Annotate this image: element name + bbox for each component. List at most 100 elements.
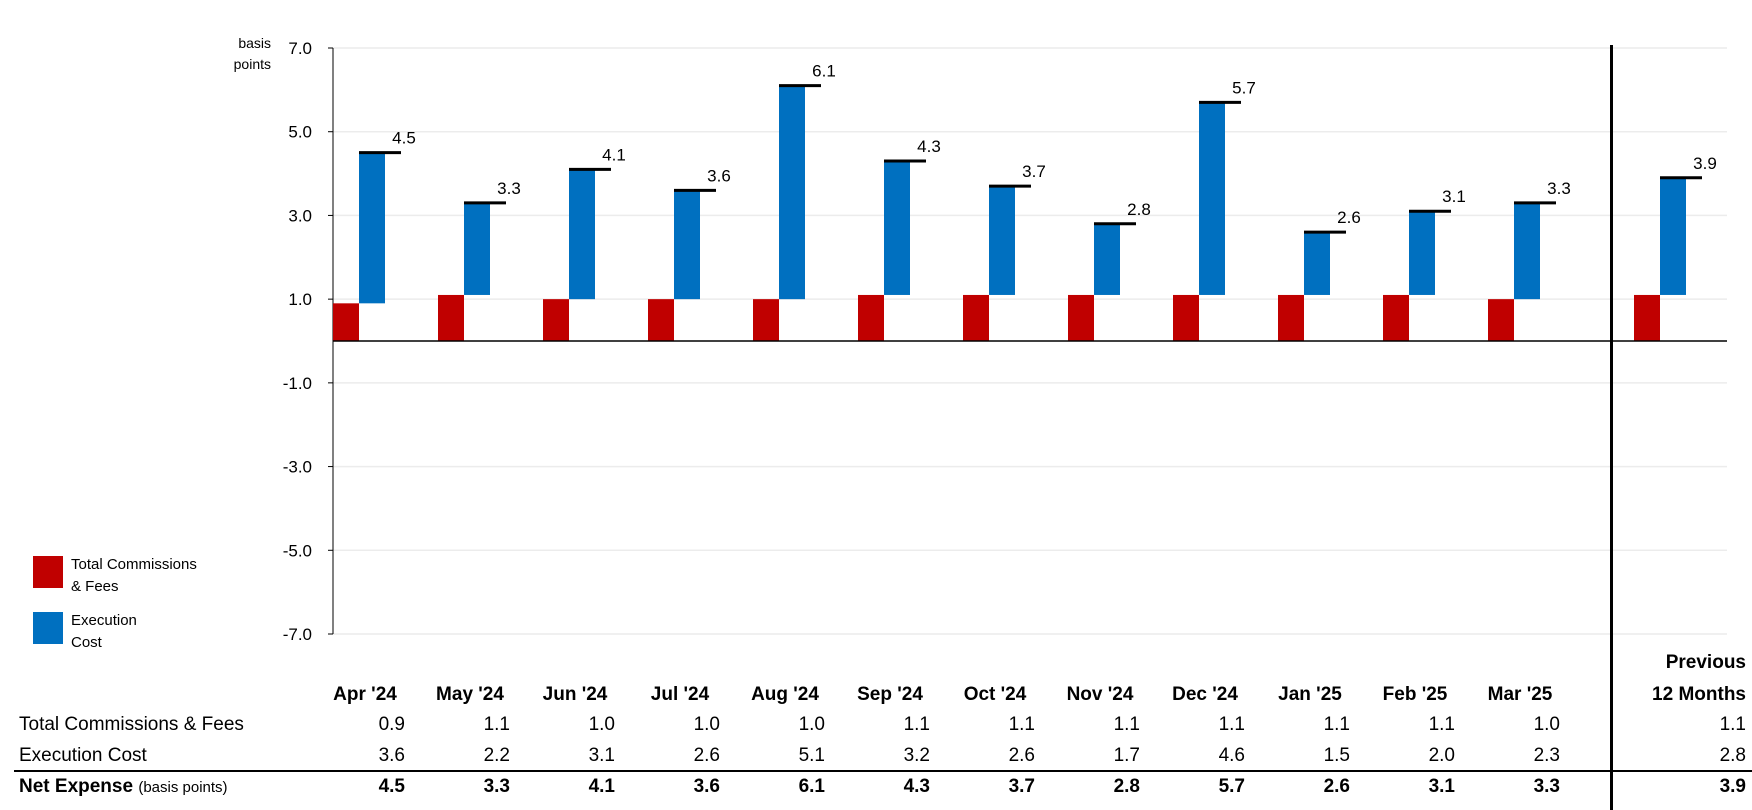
table-cell: 1.1 (1008, 714, 1035, 735)
net-expense-note: (basis points) (138, 779, 228, 796)
table-cell: 2.6 (693, 745, 720, 766)
legend-execution-line1: Execution (71, 612, 137, 629)
execution-bar (1514, 202, 1540, 300)
table-cell: 3.1 (588, 745, 615, 766)
net-value-label: 4.5 (392, 129, 416, 148)
commissions-bar (1488, 299, 1514, 341)
commissions-swatch (33, 556, 63, 588)
legend-label-execution: Execution Cost (71, 610, 251, 654)
table-cell: 4.6 (1218, 745, 1245, 766)
execution-bar (569, 169, 595, 300)
table-cell: 0.9 (378, 714, 405, 735)
net-value-label: 4.3 (917, 137, 941, 156)
table-cell: 1.1 (1113, 714, 1140, 735)
net-expense-cell: 3.7 (1008, 776, 1035, 797)
table-cell: 1.7 (1113, 745, 1140, 766)
execution-bar (1304, 232, 1330, 295)
y-tick-label: 1.0 (288, 290, 312, 309)
y-tick-label: -7.0 (283, 625, 312, 644)
net-value-label: 3.7 (1022, 162, 1046, 181)
commissions-bar (1383, 294, 1409, 341)
column-header: Jun '24 (542, 684, 608, 705)
execution-bar (779, 85, 805, 300)
commissions-bar (1634, 294, 1660, 341)
summary-divider (1610, 45, 1613, 810)
net-expense-cell: 3.9 (1719, 776, 1746, 797)
table-cell: 1.1 (1218, 714, 1245, 735)
execution-bar (1199, 102, 1225, 295)
net-expense-cell: 3.3 (1533, 776, 1560, 797)
commissions-bar (333, 303, 359, 341)
y-unit-line1: basis (238, 35, 271, 51)
column-header: Sep '24 (857, 684, 923, 705)
bars: 4.5 3.3 4.1 3.6 6.1 4.3 3.7 2.8 5.7 2.6 3.1 3.3 3.9 (333, 62, 1717, 341)
table-cell: 1.1 (1323, 714, 1350, 735)
y-tick-label: -3.0 (283, 458, 312, 477)
net-expense-cell: 2.6 (1323, 776, 1350, 797)
net-value-label: 4.1 (602, 145, 626, 164)
net-expense-cell: 4.5 (378, 776, 405, 797)
execution-bar (989, 186, 1015, 295)
table-cell: 3.6 (378, 745, 405, 766)
net-expense-cell: 3.6 (693, 776, 720, 797)
net-value-label: 3.6 (707, 166, 731, 185)
net-value-label: 6.1 (812, 62, 836, 81)
net-expense-cell: 5.7 (1218, 776, 1245, 797)
table-cell: 2.0 (1428, 745, 1455, 766)
commissions-bar (753, 299, 779, 341)
net-expense-cell: 2.8 (1113, 776, 1140, 797)
net-value-label: 3.9 (1693, 154, 1717, 173)
commissions-bar (1278, 294, 1304, 341)
table-cell: 1.1 (903, 714, 930, 735)
row-label-net-expense: Net Expense (basis points) (19, 776, 228, 798)
table-cell: 1.1 (1428, 714, 1455, 735)
net-value-label: 3.3 (1547, 179, 1571, 198)
net-value-label: 5.7 (1232, 78, 1256, 97)
y-tick-label: 7.0 (288, 39, 312, 58)
execution-bar (359, 152, 385, 304)
column-header: Feb '25 (1382, 684, 1448, 705)
net-value-label: 3.1 (1442, 187, 1466, 206)
column-header: Mar '25 (1487, 684, 1553, 705)
y-tick-label: -5.0 (283, 541, 312, 560)
commissions-bar (648, 299, 674, 341)
column-header: Aug '24 (751, 684, 819, 705)
net-value-label: 3.3 (497, 179, 521, 198)
table-cell: 1.0 (1533, 714, 1560, 735)
net-value-label: 2.6 (1337, 208, 1361, 227)
y-axis-ticks: 7.0 5.0 3.0 1.0 -1.0 -3.0 -5.0 -7.0 (283, 39, 312, 644)
net-expense-cell: 4.1 (588, 776, 615, 797)
legend-label-commissions: Total Commissions & Fees (71, 554, 251, 598)
net-expense-cell: 6.1 (798, 776, 825, 797)
table-cell: 3.2 (903, 745, 930, 766)
y-unit-line2: points (234, 56, 271, 72)
table-cell: 2.3 (1533, 745, 1560, 766)
table-cell: 1.5 (1323, 745, 1350, 766)
column-header: Oct '24 (963, 684, 1027, 705)
legend-execution-line2: Cost (71, 634, 102, 651)
table-cell: 1.1 (483, 714, 510, 735)
net-expense-cell: 4.3 (903, 776, 930, 797)
commissions-bar (1173, 294, 1199, 341)
execution-bar (884, 161, 910, 295)
y-tick-label: 3.0 (288, 206, 312, 225)
net-expense-rule (14, 770, 1752, 772)
table-cell: 5.1 (798, 745, 825, 766)
table-cell: 2.8 (1719, 745, 1746, 766)
commissions-bar (1068, 294, 1094, 341)
table-cell: 1.1 (1719, 714, 1746, 735)
summary-header-line1: Previous (1665, 652, 1746, 673)
commissions-bar (543, 299, 569, 341)
column-header: Apr '24 (333, 684, 397, 705)
table-cell: 1.0 (588, 714, 615, 735)
table-cell: 1.0 (693, 714, 720, 735)
net-value-label: 2.8 (1127, 200, 1151, 219)
column-header: Jan '25 (1278, 684, 1342, 705)
execution-swatch (33, 612, 63, 644)
commissions-bar (858, 294, 884, 341)
execution-bar (464, 202, 490, 295)
commissions-bar (438, 294, 464, 341)
table-cell: 1.0 (798, 714, 825, 735)
y-tick-label: 5.0 (288, 123, 312, 142)
y-tick-label: -1.0 (283, 374, 312, 393)
